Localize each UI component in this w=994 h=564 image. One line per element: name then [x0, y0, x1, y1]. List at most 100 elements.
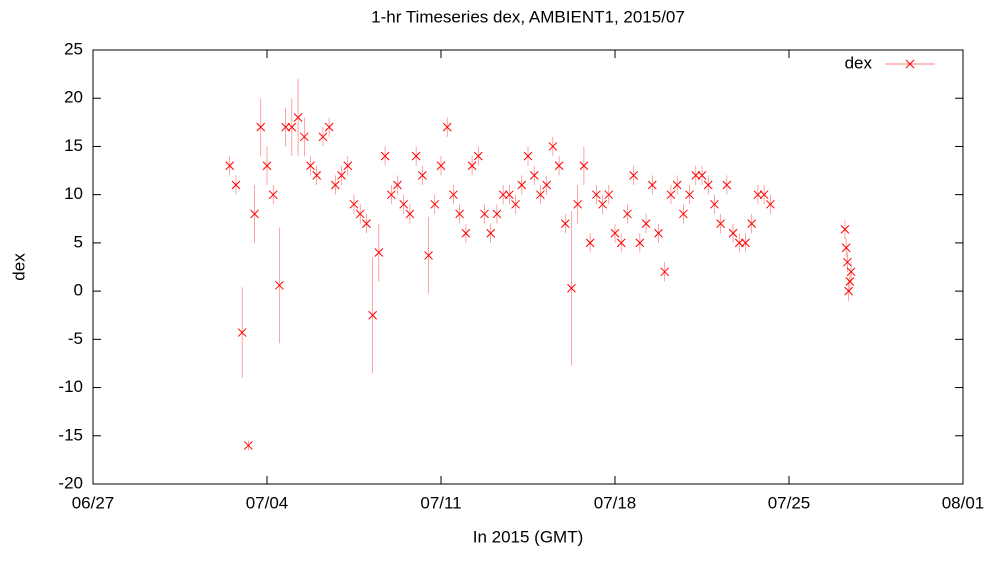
point — [424, 251, 433, 260]
point — [225, 161, 235, 171]
point — [679, 209, 688, 219]
x-tick-label: 07/11 — [420, 493, 461, 512]
point — [430, 199, 440, 209]
point — [845, 277, 855, 286]
point — [517, 180, 527, 190]
point — [256, 122, 266, 132]
point — [355, 209, 365, 219]
point — [418, 171, 427, 180]
point — [579, 161, 589, 171]
point — [523, 151, 533, 161]
point — [399, 199, 409, 209]
y-tick-label: -10 — [58, 377, 83, 396]
point — [480, 209, 489, 219]
point — [362, 219, 371, 228]
point — [281, 122, 290, 132]
point — [306, 161, 315, 171]
point — [312, 171, 322, 180]
x-tick-label: 06/27 — [72, 493, 115, 512]
point — [324, 122, 334, 132]
point — [380, 151, 390, 161]
point — [461, 228, 471, 238]
point — [844, 286, 854, 296]
y-tick-label: -15 — [58, 425, 83, 444]
point — [697, 171, 707, 180]
point — [660, 267, 670, 277]
x-axis-label: In 2015 (GMT) — [473, 527, 584, 546]
point — [728, 228, 738, 238]
point — [275, 280, 284, 290]
point — [318, 132, 328, 142]
y-tick-label: 25 — [64, 39, 83, 58]
point — [846, 267, 856, 277]
point — [604, 190, 614, 200]
point — [299, 132, 309, 142]
point — [393, 180, 402, 190]
point — [505, 190, 514, 200]
point — [691, 171, 701, 180]
point — [268, 190, 278, 200]
point — [331, 180, 340, 190]
point — [262, 161, 272, 171]
y-tick-label: 10 — [64, 184, 83, 203]
y-tick-label: 20 — [64, 88, 83, 107]
point — [486, 228, 496, 238]
point — [560, 219, 570, 228]
point — [654, 228, 663, 238]
point — [287, 122, 297, 132]
point — [548, 142, 558, 151]
point — [573, 199, 583, 209]
y-tick-label: -20 — [58, 473, 83, 492]
point — [337, 171, 346, 180]
point — [449, 190, 458, 200]
point — [647, 180, 657, 190]
point — [511, 199, 520, 209]
point — [734, 238, 744, 248]
point — [536, 190, 545, 200]
point — [492, 209, 502, 219]
point — [467, 161, 477, 171]
point — [592, 190, 601, 200]
point — [629, 171, 638, 180]
y-tick-label: 15 — [64, 136, 83, 155]
point — [237, 328, 247, 337]
point — [716, 219, 725, 228]
point — [343, 161, 353, 171]
point — [722, 180, 732, 190]
x-tick-label: 07/25 — [768, 493, 811, 512]
point — [473, 151, 483, 161]
y-tick-label: -5 — [68, 329, 83, 348]
y-tick-label: 5 — [74, 232, 83, 251]
y-tick-label: 0 — [74, 281, 83, 300]
point — [349, 199, 359, 209]
point — [666, 190, 676, 200]
point — [598, 199, 607, 209]
point — [411, 151, 421, 161]
point — [641, 219, 651, 228]
legend-label: dex — [845, 53, 873, 72]
point — [374, 248, 384, 257]
point — [231, 180, 241, 190]
point — [753, 190, 763, 200]
point — [685, 190, 694, 200]
point — [386, 190, 396, 200]
point — [498, 190, 508, 200]
point — [623, 209, 632, 219]
point — [759, 190, 769, 200]
x-tick-label: 07/04 — [246, 493, 289, 512]
point — [529, 171, 539, 180]
point — [368, 310, 377, 320]
x-tick-label: 08/01 — [942, 493, 985, 512]
point — [442, 122, 452, 132]
point — [747, 219, 757, 228]
y-axis-label: dex — [9, 253, 28, 281]
legend-marker — [905, 59, 915, 69]
point — [567, 283, 576, 293]
point — [766, 199, 775, 209]
point — [710, 199, 719, 209]
point — [250, 209, 259, 219]
point — [436, 161, 446, 171]
point — [542, 180, 551, 190]
point — [635, 238, 645, 248]
